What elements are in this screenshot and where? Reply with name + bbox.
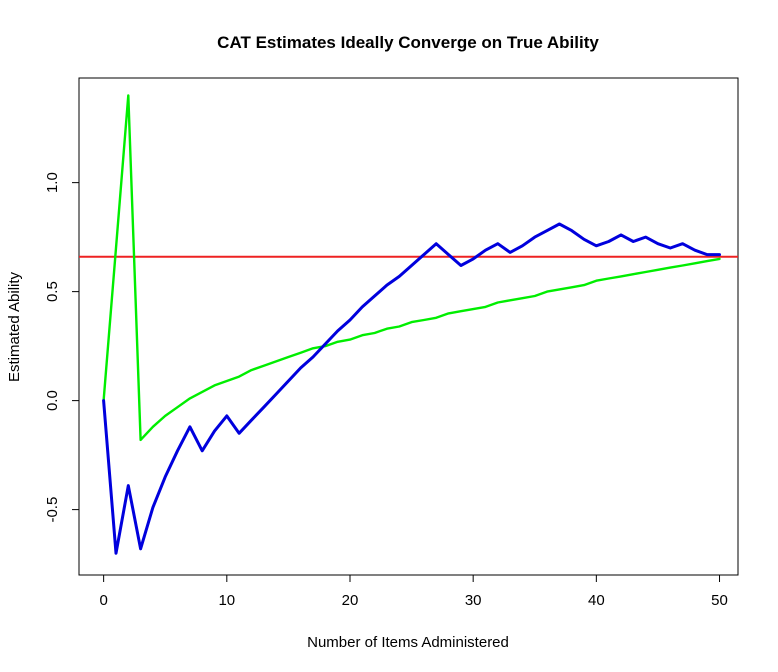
x-axis: 0 10 20 30 40 50 xyxy=(99,575,728,609)
x-tick-label: 50 xyxy=(711,592,728,609)
y-axis: -0.5 0.0 0.5 1.0 xyxy=(44,172,79,523)
x-tick-label: 30 xyxy=(465,592,482,609)
y-tick-label: 0.0 xyxy=(44,390,61,411)
y-axis-label: Estimated Ability xyxy=(6,271,23,382)
y-tick-label: -0.5 xyxy=(44,497,61,523)
y-tick-label: 1.0 xyxy=(44,172,61,193)
x-tick-label: 10 xyxy=(218,592,235,609)
plot-frame xyxy=(78,77,739,576)
series-blue-line xyxy=(102,222,721,555)
x-axis-label: Number of Items Administered xyxy=(307,634,509,651)
chart-title: CAT Estimates Ideally Converge on True A… xyxy=(217,33,599,52)
y-tick-label: 0.5 xyxy=(44,281,61,302)
x-tick-label: 20 xyxy=(342,592,359,609)
x-tick-label: 0 xyxy=(99,592,107,609)
x-tick-label: 40 xyxy=(588,592,605,609)
series-green-line xyxy=(102,94,721,442)
series-group xyxy=(102,94,721,555)
